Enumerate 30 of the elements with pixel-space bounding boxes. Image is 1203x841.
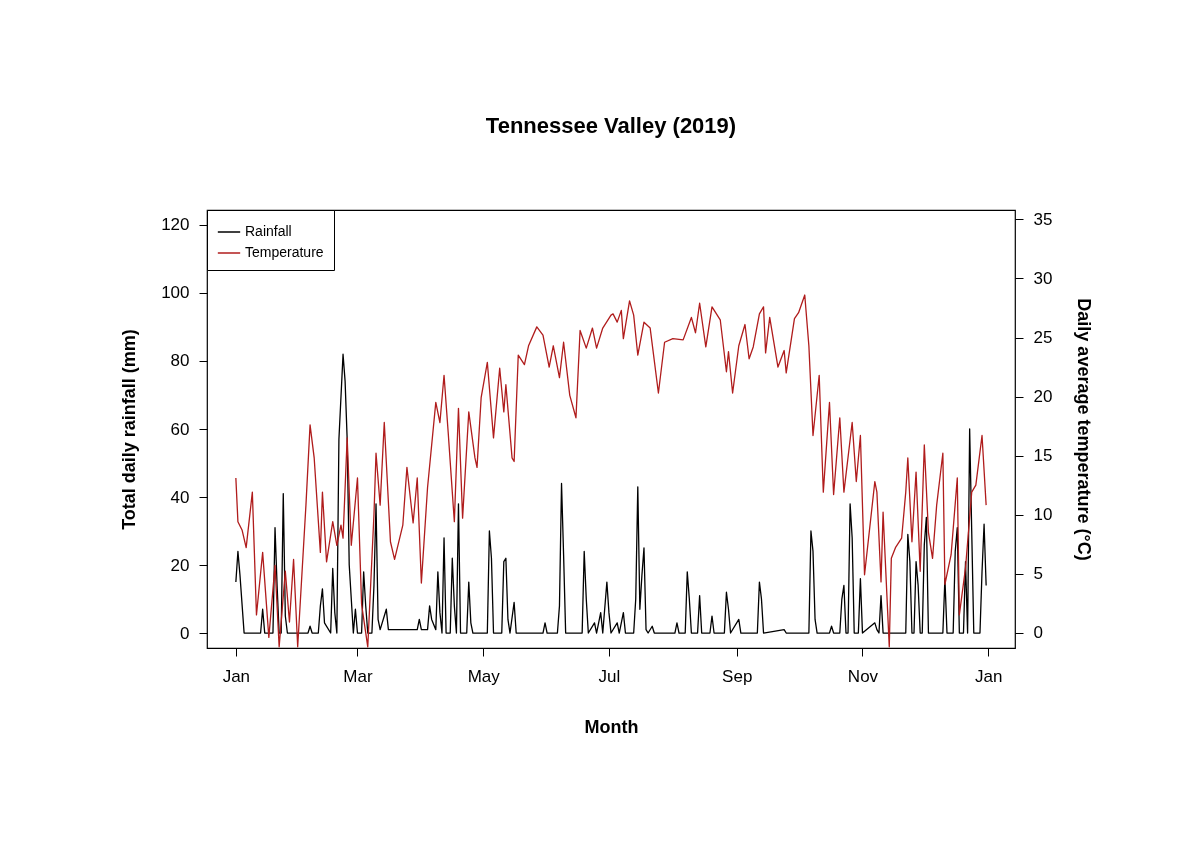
- x-tick-label: Nov: [847, 666, 879, 686]
- y-tick-label: 60: [170, 419, 190, 439]
- line-series: [235, 294, 987, 648]
- y2-axis-title: Daily average temperature (°C): [1074, 298, 1095, 561]
- x-axis-title: Month: [584, 716, 639, 737]
- y-tick-label: 40: [170, 487, 190, 507]
- y-axis-title: Total daily rainfall (mm): [119, 329, 140, 530]
- y-tick-label: 0: [180, 623, 190, 643]
- y-tick-label: 20: [170, 555, 190, 575]
- y2-tick-label: 35: [1033, 209, 1053, 229]
- line-series: [235, 353, 987, 634]
- x-tick-label: Jul: [598, 666, 621, 686]
- x-tick-label: Mar: [343, 666, 373, 686]
- y-tick-label: 80: [170, 351, 190, 371]
- y2-tick-label: 20: [1033, 387, 1053, 407]
- y2-tick-label: 5: [1033, 564, 1043, 584]
- x-tick-label: May: [467, 666, 501, 686]
- x-tick-label: Jan: [974, 666, 1003, 686]
- y2-tick-label: 0: [1033, 623, 1043, 643]
- legend-label: Rainfall: [245, 223, 292, 239]
- y2-tick-label: 25: [1033, 328, 1053, 347]
- y2-tick-label: 15: [1033, 446, 1053, 466]
- x-tick-label: Sep: [722, 666, 753, 686]
- y-tick-label: 120: [161, 215, 190, 235]
- y-tick-label: 100: [161, 283, 190, 303]
- legend-label: Temperature: [245, 244, 324, 260]
- x-tick-label: Jan: [222, 666, 251, 686]
- y2-tick-label: 10: [1033, 505, 1053, 525]
- y2-tick-label: 30: [1033, 268, 1053, 288]
- chart-title: Tennessee Valley (2019): [485, 112, 737, 138]
